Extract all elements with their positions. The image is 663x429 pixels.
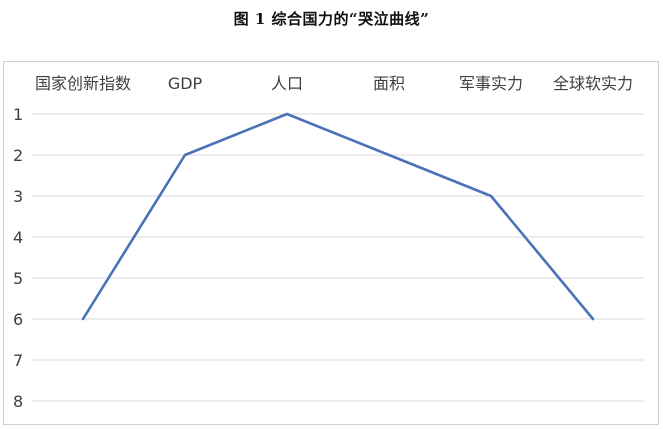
y-tick-label: 3 <box>13 187 23 206</box>
chart-container: 1 2 3 4 5 6 7 8 国家创新指数 GDP 人口 面积 军事实力 全球软实力 <box>3 61 659 425</box>
x-category-label: GDP <box>168 74 203 93</box>
series-line <box>81 112 595 321</box>
x-category-label: 军事实力 <box>459 74 523 93</box>
y-tick-label: 4 <box>13 228 23 247</box>
y-tick-label: 5 <box>13 269 23 288</box>
gridlines <box>32 113 644 402</box>
x-category-label: 面积 <box>373 74 405 93</box>
x-axis-categories: 国家创新指数 GDP 人口 面积 军事实力 全球软实力 <box>35 74 633 93</box>
y-tick-label: 8 <box>13 392 23 411</box>
y-tick-label: 7 <box>13 351 23 370</box>
series-points <box>81 112 595 321</box>
y-tick-label: 2 <box>13 146 23 165</box>
x-category-label: 国家创新指数 <box>35 74 131 93</box>
y-tick-label: 6 <box>13 310 23 329</box>
y-axis-ticks: 1 2 3 4 5 6 7 8 <box>13 105 23 411</box>
line-chart: 1 2 3 4 5 6 7 8 国家创新指数 GDP 人口 面积 军事实力 全球软实力 <box>13 74 644 411</box>
y-tick-label: 1 <box>13 105 23 124</box>
x-category-label: 全球软实力 <box>553 74 633 93</box>
chart-title: 图 1 综合国力的“哭泣曲线” <box>233 10 430 28</box>
x-category-label: 人口 <box>271 74 303 93</box>
